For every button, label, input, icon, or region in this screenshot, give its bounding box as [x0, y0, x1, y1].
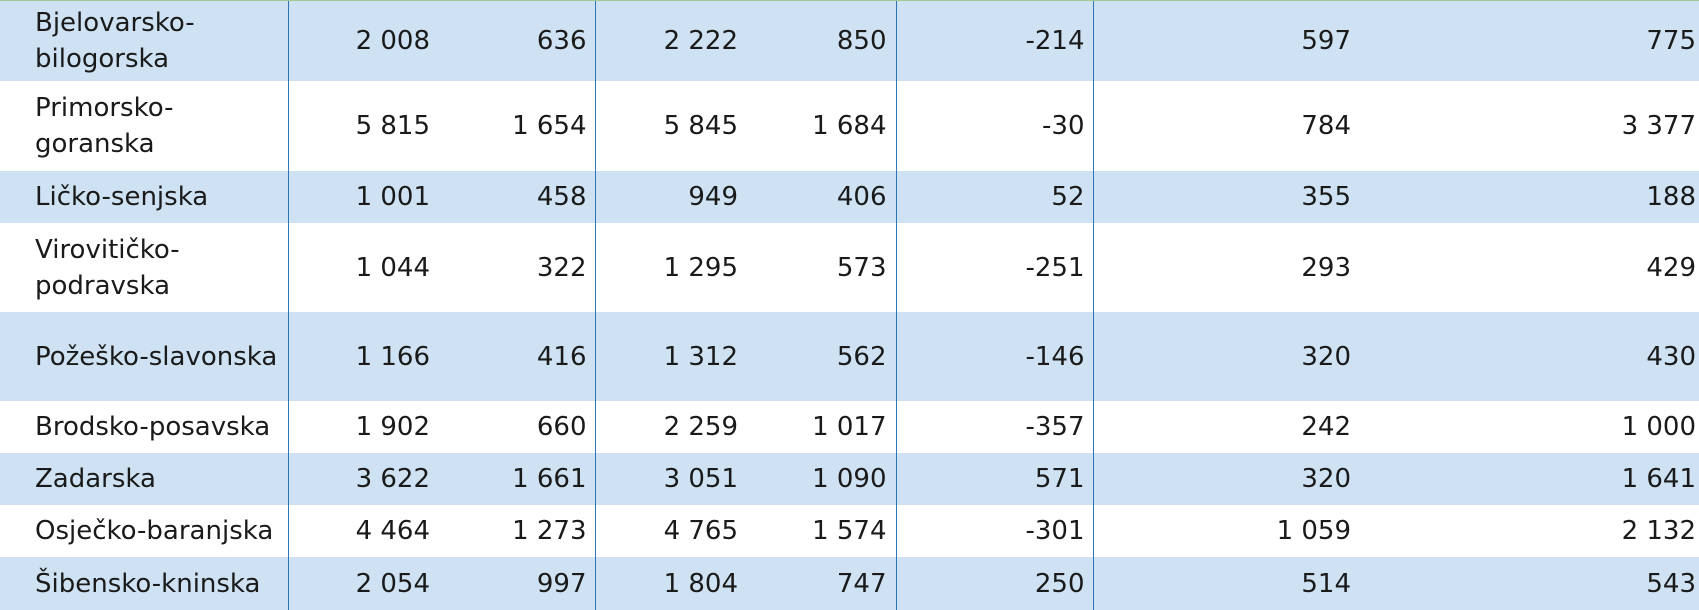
- table-row: Požeško-slavonska 1 166 416 1 312 562 -146 320…: [0, 312, 1699, 401]
- cell-value: 320: [1093, 453, 1361, 505]
- table-row: Osječko-baranjska 4 464 1 273 4 765 1 574 -30…: [0, 505, 1699, 557]
- cell-value: 1 654: [440, 81, 596, 171]
- cell-value: 597: [1093, 1, 1361, 81]
- cell-value: 514: [1093, 557, 1361, 610]
- table-row: Virovitičko-podravska 1 044 322 1 295 573 -25…: [0, 223, 1699, 312]
- county-name: Šibensko-kninska: [0, 557, 289, 610]
- cell-value: 1 804: [595, 557, 748, 610]
- cell-value: -30: [896, 81, 1094, 171]
- cell-value: 5 845: [663, 111, 738, 141]
- cell-value: 320: [1093, 312, 1361, 401]
- cell-value: 1 044: [355, 252, 430, 283]
- cell-value: 1 059: [1276, 516, 1351, 546]
- cell-value: 1 017: [748, 401, 897, 453]
- cell-value: 3 377: [1621, 111, 1696, 141]
- cell-value: 5 815: [355, 111, 430, 141]
- cell-value: 1 661: [440, 453, 596, 505]
- cell-value: 4 464: [355, 516, 430, 546]
- cell-value: 1 273: [440, 505, 596, 557]
- cell-value: 1 684: [748, 81, 897, 171]
- cell-value: 430: [1361, 312, 1699, 401]
- cell-value: 571: [896, 453, 1094, 505]
- table-row: Šibensko-kninska 2 054 997 1 804 747 250 514 54…: [0, 557, 1699, 610]
- table-row: Bjelovarsko-bilogorska 2 008 636 2 222 850 -2…: [0, 1, 1699, 81]
- cell-value: 4 765: [663, 516, 738, 546]
- county-name: Bjelovarsko-bilogorska: [0, 1, 289, 81]
- cell-value: 949: [595, 171, 748, 223]
- cell-value: 1 641: [1361, 453, 1699, 505]
- cell-value: 322: [440, 223, 596, 312]
- county-name: Osječko-baranjska: [0, 505, 289, 557]
- cell-value: 3 051: [595, 453, 748, 505]
- cell-value: 1 090: [748, 453, 897, 505]
- cell-value: 3 622: [288, 453, 440, 505]
- cell-value: 1 295: [663, 252, 738, 283]
- cell-value: 573: [748, 223, 897, 312]
- cell-value: 52: [896, 171, 1094, 223]
- cell-value: 997: [440, 557, 596, 610]
- cell-value: 850: [748, 1, 897, 81]
- table-row: Brodsko-posavska 1 902 660 2 259 1 017 -357 24…: [0, 401, 1699, 453]
- cell-value: 2 132: [1621, 516, 1696, 546]
- cell-value: 543: [1361, 557, 1699, 610]
- cell-value: 429: [1646, 252, 1696, 283]
- cell-value: -146: [896, 312, 1094, 401]
- cell-value: -357: [896, 401, 1094, 453]
- table-row: Ličko-senjska 1 001 458 949 406 52 355 188: [0, 171, 1699, 223]
- cell-value: -214: [896, 1, 1094, 81]
- cell-value: 250: [896, 557, 1094, 610]
- cell-value: -251: [896, 223, 1094, 312]
- county-name: Požeško-slavonska: [0, 312, 289, 401]
- cell-value: 293: [1301, 252, 1351, 283]
- cell-value: 1 001: [288, 171, 440, 223]
- cell-value: 562: [748, 312, 897, 401]
- table-row: Zadarska 3 622 1 661 3 051 1 090 571 320 1 641: [0, 453, 1699, 505]
- cell-value: 2 054: [288, 557, 440, 610]
- cell-value: 636: [440, 1, 596, 81]
- cell-value: 416: [440, 312, 596, 401]
- county-name: Virovitičko-podravska: [0, 223, 289, 312]
- cell-value: 1 312: [595, 312, 748, 401]
- table-row: Primorsko-goranska 5 815 1 654 5 845 1 684 -3…: [0, 81, 1699, 171]
- cell-value: 660: [440, 401, 596, 453]
- cell-value: 775: [1361, 1, 1699, 81]
- cell-value: 747: [748, 557, 897, 610]
- cell-value: 188: [1361, 171, 1699, 223]
- cell-value: 458: [440, 171, 596, 223]
- cell-value: 406: [748, 171, 897, 223]
- cell-value: 1 902: [355, 412, 430, 442]
- cell-value: 2 259: [663, 412, 738, 442]
- cell-value: 1 000: [1621, 412, 1696, 442]
- cell-value: 1 166: [288, 312, 440, 401]
- cell-value: 355: [1093, 171, 1361, 223]
- county-name: Zadarska: [0, 453, 289, 505]
- cell-value: -301: [896, 505, 1094, 557]
- county-name: Brodsko-posavska: [0, 401, 289, 453]
- county-name: Primorsko-goranska: [0, 81, 289, 171]
- cell-value: 242: [1301, 412, 1351, 442]
- cell-value: 1 574: [748, 505, 897, 557]
- cell-value: 784: [1301, 111, 1351, 141]
- cell-value: 2 008: [288, 1, 440, 81]
- county-name: Ličko-senjska: [0, 171, 289, 223]
- cell-value: 2 222: [595, 1, 748, 81]
